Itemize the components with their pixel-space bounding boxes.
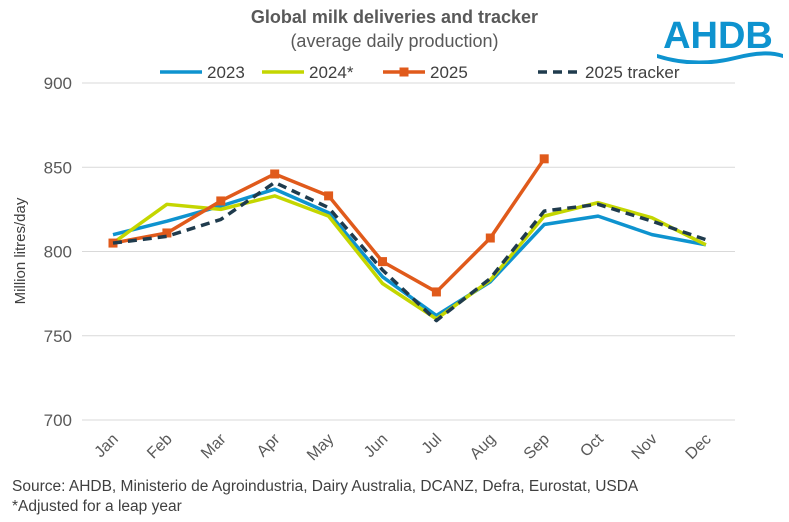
source-note: Source: AHDB, Ministerio de Agroindustri… bbox=[12, 478, 639, 495]
data-point-marker bbox=[485, 233, 495, 243]
x-tick-label: Jun bbox=[361, 431, 391, 461]
x-tick-label: Apr bbox=[254, 430, 284, 460]
ahdb-logo: AHDB bbox=[655, 2, 785, 64]
x-tick-label: Jul bbox=[419, 431, 445, 457]
legend-label: 2024* bbox=[309, 63, 354, 82]
data-point-marker bbox=[162, 228, 172, 238]
data-point-marker bbox=[216, 196, 226, 206]
x-tick-label: Dec bbox=[683, 431, 715, 463]
x-tick-label: Jan bbox=[92, 431, 122, 461]
y-tick-label: 800 bbox=[44, 243, 72, 262]
legend-marker bbox=[399, 67, 409, 77]
x-tick-label: Aug bbox=[467, 431, 499, 463]
y-tick-label: 850 bbox=[44, 158, 72, 177]
x-tick-label: Nov bbox=[629, 431, 661, 463]
leap-year-note: *Adjusted for a leap year bbox=[12, 498, 182, 515]
legend-label: 2025 bbox=[430, 63, 468, 82]
data-point-marker bbox=[431, 287, 441, 297]
x-tick-label: Sep bbox=[521, 431, 553, 463]
y-tick-label: 700 bbox=[44, 411, 72, 430]
legend-label: 2025 tracker bbox=[585, 63, 680, 82]
series-line-2024 bbox=[111, 194, 707, 321]
legend-label: 2023 bbox=[207, 63, 245, 82]
x-tick-label: Feb bbox=[144, 431, 176, 463]
y-tick-label: 750 bbox=[44, 327, 72, 346]
series-line-2025 bbox=[112, 157, 546, 294]
y-axis-label: Million litres/day bbox=[12, 197, 29, 304]
x-tick-label: May bbox=[304, 431, 337, 464]
x-tick-label: Mar bbox=[198, 430, 230, 462]
data-point-marker bbox=[324, 191, 334, 201]
svg-text:AHDB: AHDB bbox=[663, 15, 773, 57]
data-point-marker bbox=[270, 169, 280, 179]
chart-title: Global milk deliveries and tracker bbox=[250, 7, 539, 27]
x-tick-label: Oct bbox=[577, 430, 607, 460]
data-point-marker bbox=[539, 154, 549, 164]
y-tick-label: 900 bbox=[44, 74, 72, 93]
data-point-marker bbox=[378, 257, 387, 267]
chart-subtitle: (average daily production) bbox=[290, 31, 499, 51]
